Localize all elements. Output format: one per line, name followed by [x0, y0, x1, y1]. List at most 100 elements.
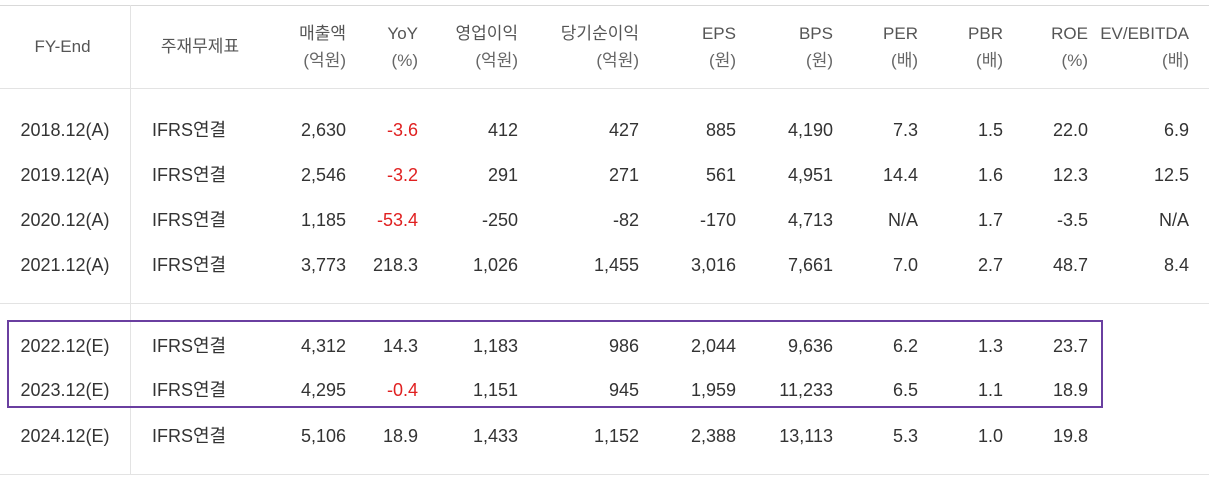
cell-operating-profit: 1,026	[472, 255, 518, 275]
column-divider	[130, 5, 131, 475]
cell-operating-profit: 291	[487, 165, 518, 185]
cell-revenue: 4,312	[300, 336, 346, 356]
cell-operating-profit: 1,433	[472, 426, 518, 446]
cell-eps: 3,016	[690, 255, 736, 275]
cell-fy-end: 2023.12(E)	[20, 380, 110, 400]
cell-roe: 18.9	[1052, 380, 1088, 400]
cell-ev-ebitda: 8.4	[1163, 255, 1189, 275]
cell-eps: 1,959	[690, 380, 736, 400]
cell-pbr: 1.0	[977, 426, 1003, 446]
cell-per: 14.4	[882, 165, 918, 185]
cell-yoy: -53.4	[376, 210, 418, 230]
cell-roe: 12.3	[1052, 165, 1088, 185]
cell-fy-end: 2021.12(A)	[20, 255, 110, 275]
cell-ev-ebitda: 12.5	[1153, 165, 1189, 185]
cell-bps: 4,713	[787, 210, 833, 230]
cell-yoy: -3.2	[386, 165, 418, 185]
header-revenue: 매출액 (억원)	[299, 24, 346, 70]
cell-yoy: -3.6	[386, 120, 418, 140]
cell-eps: -170	[699, 210, 736, 230]
cell-eps: 2,044	[690, 336, 736, 356]
cell-main-statement: IFRS연결	[152, 255, 227, 275]
cell-main-statement: IFRS연결	[152, 120, 227, 140]
cell-net-income: -82	[612, 210, 639, 230]
cell-revenue: 1,185	[300, 210, 346, 230]
cell-roe: 23.7	[1052, 336, 1088, 356]
estimate-highlight-box	[7, 320, 1103, 408]
table-top-border	[0, 5, 1209, 6]
cell-main-statement: IFRS연결	[152, 336, 227, 356]
header-bps: BPS (원)	[798, 24, 833, 70]
header-ev-ebitda: EV/EBITDA (배)	[1100, 24, 1189, 70]
cell-pbr: 1.6	[977, 165, 1003, 185]
cell-revenue: 5,106	[300, 426, 346, 446]
cell-net-income: 1,152	[593, 426, 639, 446]
cell-main-statement: IFRS연결	[152, 210, 227, 230]
cell-roe: 19.8	[1052, 426, 1088, 446]
table-bottom-border	[0, 474, 1209, 475]
cell-operating-profit: 1,151	[472, 380, 518, 400]
cell-eps: 2,388	[690, 426, 736, 446]
cell-yoy: 18.9	[382, 426, 418, 446]
cell-yoy: -0.4	[386, 380, 418, 400]
header-yoy: YoY (%)	[387, 24, 418, 70]
cell-bps: 9,636	[787, 336, 833, 356]
section-divider	[0, 303, 1209, 304]
header-divider	[0, 88, 1209, 89]
cell-ev-ebitda: N/A	[1158, 210, 1189, 230]
header-net-income: 당기순이익 (억원)	[560, 24, 639, 70]
cell-bps: 4,951	[787, 165, 833, 185]
cell-main-statement: IFRS연결	[152, 165, 227, 185]
cell-pbr: 2.7	[977, 255, 1003, 275]
cell-pbr: 1.1	[977, 380, 1003, 400]
cell-per: 7.3	[892, 120, 918, 140]
cell-fy-end: 2022.12(E)	[20, 336, 110, 356]
cell-roe: 48.7	[1052, 255, 1088, 275]
header-operating-profit: 영업이익 (억원)	[455, 24, 518, 70]
cell-operating-profit: 412	[487, 120, 518, 140]
cell-net-income: 945	[608, 380, 639, 400]
cell-yoy: 14.3	[382, 336, 418, 356]
cell-yoy: 218.3	[372, 255, 418, 275]
cell-ev-ebitda: 6.9	[1163, 120, 1189, 140]
cell-per: 7.0	[892, 255, 918, 275]
cell-fy-end: 2018.12(A)	[20, 120, 110, 140]
cell-per: 6.2	[892, 336, 918, 356]
cell-bps: 7,661	[787, 255, 833, 275]
cell-eps: 561	[705, 165, 736, 185]
cell-net-income: 986	[608, 336, 639, 356]
cell-operating-profit: -250	[481, 210, 518, 230]
cell-main-statement: IFRS연결	[152, 426, 227, 446]
cell-per: 5.3	[892, 426, 918, 446]
cell-bps: 11,233	[779, 380, 833, 400]
cell-pbr: 1.5	[977, 120, 1003, 140]
cell-net-income: 1,455	[593, 255, 639, 275]
cell-net-income: 271	[608, 165, 639, 185]
cell-roe: -3.5	[1056, 210, 1088, 230]
cell-eps: 885	[705, 120, 736, 140]
cell-revenue: 2,546	[300, 165, 346, 185]
cell-revenue: 4,295	[300, 380, 346, 400]
cell-revenue: 3,773	[300, 255, 346, 275]
cell-fy-end: 2020.12(A)	[20, 210, 110, 230]
header-main-statement: 주재무제표	[160, 37, 240, 56]
cell-roe: 22.0	[1052, 120, 1088, 140]
cell-revenue: 2,630	[300, 120, 346, 140]
cell-fy-end: 2019.12(A)	[20, 165, 110, 185]
cell-net-income: 427	[608, 120, 639, 140]
cell-main-statement: IFRS연결	[152, 380, 227, 400]
cell-pbr: 1.3	[977, 336, 1003, 356]
header-eps: EPS (원)	[701, 24, 736, 70]
cell-per: 6.5	[892, 380, 918, 400]
cell-bps: 4,190	[787, 120, 833, 140]
header-per: PER (배)	[883, 24, 918, 70]
cell-per: N/A	[887, 210, 918, 230]
cell-fy-end: 2024.12(E)	[20, 426, 110, 446]
cell-operating-profit: 1,183	[472, 336, 518, 356]
header-fy-end: FY-End	[34, 37, 91, 56]
header-roe: ROE (%)	[1051, 24, 1088, 70]
cell-pbr: 1.7	[977, 210, 1003, 230]
header-pbr: PBR (배)	[968, 24, 1003, 70]
cell-bps: 13,113	[779, 426, 833, 446]
